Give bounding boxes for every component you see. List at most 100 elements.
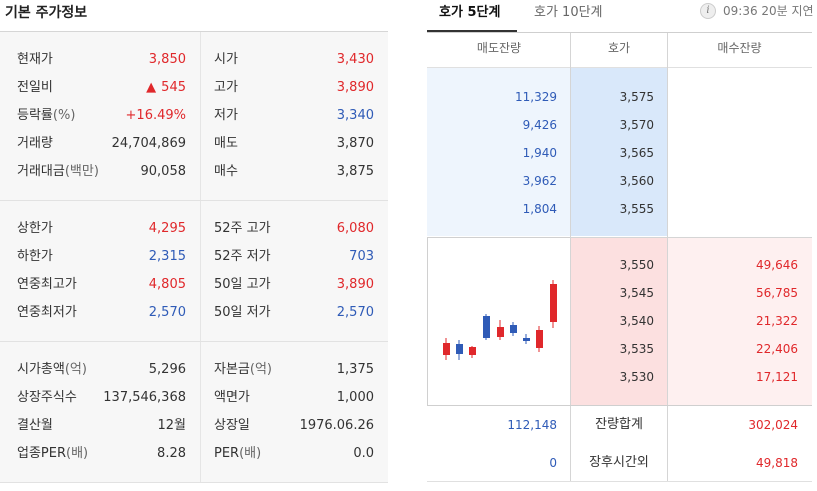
info-row: 등락률(%) +16.49% 저가 3,340 <box>0 102 388 130</box>
info-row: 거래량 24,704,869 매도 3,870 <box>0 130 388 158</box>
label: 전일비 <box>17 80 53 95</box>
info-row: 결산월 12월 상장일 1976.06.26 <box>0 412 388 440</box>
label: 업종PER(배) <box>17 446 89 461</box>
value: 0.0 <box>353 446 374 461</box>
active-tab-indicator <box>427 30 517 32</box>
bid-price[interactable]: 3,540 <box>619 314 654 328</box>
label: 액면가 <box>214 390 250 405</box>
bid-price[interactable]: 3,550 <box>619 258 654 272</box>
after-hours-label: 장후시간외 <box>589 455 649 470</box>
company-group <box>0 342 388 482</box>
ask-qty: 9,426 <box>522 118 557 132</box>
label: 50일 고가 <box>214 277 271 292</box>
bid-qty: 21,322 <box>756 314 798 328</box>
ask-price-area <box>571 68 667 236</box>
candlestick-chart-svg <box>443 280 557 360</box>
value: 12월 <box>157 418 186 433</box>
info-row: 거래대금(백만) 90,058 매수 3,875 <box>0 158 388 186</box>
candle <box>536 326 543 352</box>
info-row: 연중최고가 4,805 50일 고가 3,890 <box>0 271 388 299</box>
candle <box>523 334 530 344</box>
value: 4,295 <box>148 221 186 236</box>
value: 6,080 <box>336 221 374 236</box>
value: 24,704,869 <box>111 136 186 151</box>
divider <box>0 200 388 201</box>
value: 137,546,368 <box>103 390 186 405</box>
label: 50일 저가 <box>214 305 271 320</box>
ask-qty: 3,962 <box>522 174 557 188</box>
bid-price[interactable]: 3,535 <box>619 342 654 356</box>
divider <box>0 341 388 342</box>
ask-price[interactable]: 3,570 <box>619 118 654 132</box>
value: 2,315 <box>148 249 186 264</box>
info-icon[interactable]: i <box>700 3 716 19</box>
total-bid-qty: 302,024 <box>748 418 798 432</box>
total-label: 잔량합계 <box>595 417 643 432</box>
value: 3,890 <box>336 80 374 95</box>
total-ask-qty: 112,148 <box>507 418 557 432</box>
basic-stock-info-panel: 기본 주가정보 현재가 3,850 시가 3,430 전일비 ▲ 545 고가 3,890 등락률… <box>0 0 388 491</box>
tab-orderbook-5[interactable]: 호가 5단계 <box>439 5 501 20</box>
value: 90,058 <box>140 164 187 179</box>
label: 52주 저가 <box>214 249 271 264</box>
tab-orderbook-10[interactable]: 호가 10단계 <box>534 5 603 20</box>
bid-price[interactable]: 3,530 <box>619 370 654 384</box>
value: 703 <box>349 249 374 264</box>
info-row: 업종PER(배) 8.28 PER(배) 0.0 <box>0 440 388 468</box>
value: 3,870 <box>336 136 374 151</box>
delay-notice: 09:36 20분 지연 <box>723 4 814 18</box>
candle <box>497 320 504 340</box>
label: 매수 <box>214 164 238 179</box>
value: 1,000 <box>336 390 374 405</box>
label: 상한가 <box>17 221 53 236</box>
info-row: 연중최저가 2,570 50일 저가 2,570 <box>0 299 388 327</box>
label: 시가총액(억) <box>17 362 87 377</box>
info-row: 현재가 3,850 시가 3,430 <box>0 46 388 74</box>
bid-qty: 22,406 <box>756 342 798 356</box>
label: 고가 <box>214 80 238 95</box>
info-row: 하한가 2,315 52주 저가 703 <box>0 243 388 271</box>
value: 1976.06.26 <box>299 418 374 433</box>
ask-price[interactable]: 3,575 <box>619 90 654 104</box>
label: 거래대금(백만) <box>17 164 99 179</box>
candle <box>456 340 463 360</box>
label: 현재가 <box>17 52 53 67</box>
after-hours-ask-qty: 0 <box>549 456 557 470</box>
candle <box>510 322 517 336</box>
orderbook-tabs: 호가 5단계 호가 10단계 i 09:36 20분 지연 <box>427 0 814 33</box>
label: 거래량 <box>17 136 53 151</box>
header-price: 호가 <box>607 41 631 55</box>
value: +16.49% <box>125 108 186 123</box>
ask-qty: 11,329 <box>515 90 557 104</box>
label: 하한가 <box>17 249 53 264</box>
ask-price[interactable]: 3,555 <box>619 202 654 216</box>
label: 상장일 <box>214 418 250 433</box>
bid-qty: 49,646 <box>756 258 798 272</box>
ask-price[interactable]: 3,565 <box>619 146 654 160</box>
orderbook-panel: 호가 5단계 호가 10단계 i 09:36 20분 지연 매도잔량 호가 매수… <box>427 0 814 491</box>
label: 자본금(억) <box>214 362 272 377</box>
label: 52주 고가 <box>214 221 271 236</box>
header-bid-qty: 매수잔량 <box>717 41 762 55</box>
label: 등락률(%) <box>17 108 76 123</box>
bid-area <box>667 238 812 405</box>
label: 상장주식수 <box>17 390 77 405</box>
label: 결산월 <box>17 418 53 433</box>
info-row: 상한가 4,295 52주 고가 6,080 <box>0 215 388 243</box>
candle <box>443 338 450 360</box>
bid-price[interactable]: 3,545 <box>619 286 654 300</box>
header-ask-qty: 매도잔량 <box>476 41 522 55</box>
label: 연중최저가 <box>17 305 77 320</box>
label: 매도 <box>214 136 238 151</box>
ask-price[interactable]: 3,560 <box>619 174 654 188</box>
value: 3,890 <box>336 277 374 292</box>
value: 3,340 <box>336 108 374 123</box>
value: ▲ 545 <box>146 80 186 95</box>
bid-qty: 17,121 <box>756 370 798 384</box>
value: 5,296 <box>148 362 186 377</box>
value: 3,875 <box>336 164 374 179</box>
info-row: 전일비 ▲ 545 고가 3,890 <box>0 74 388 102</box>
divider <box>0 31 388 32</box>
value: 3,850 <box>148 52 186 67</box>
range-group <box>0 201 388 341</box>
